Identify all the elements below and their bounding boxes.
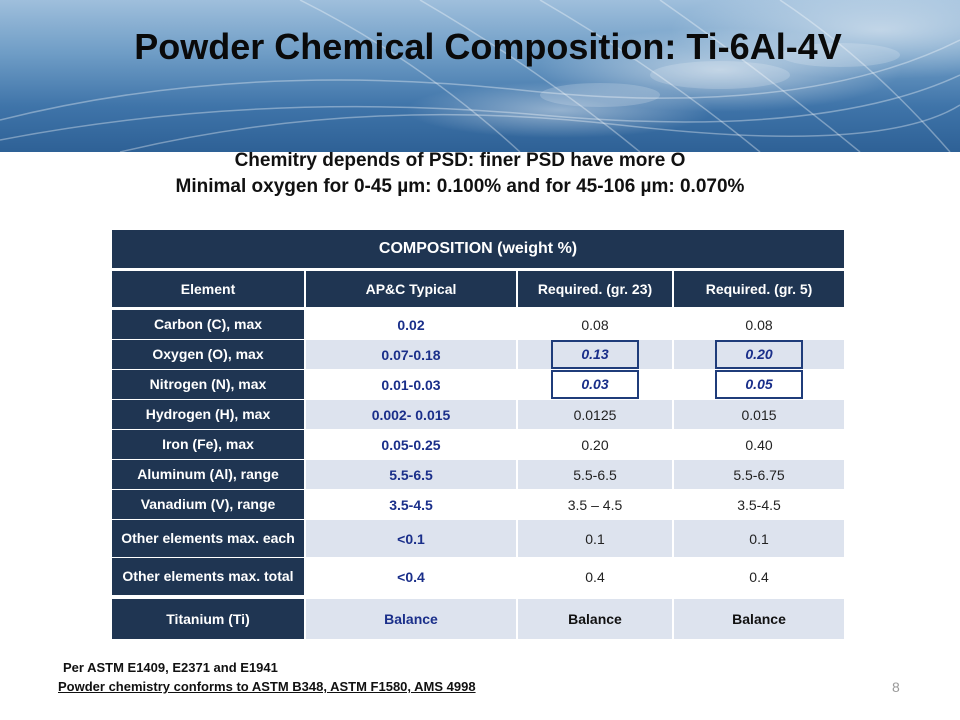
element-cell: Aluminum (Al), range bbox=[112, 460, 306, 490]
element-cell: Oxygen (O), max bbox=[112, 340, 306, 370]
gr23-cell: Balance bbox=[518, 596, 674, 640]
table-row: Carbon (C), max 0.02 0.08 0.08 bbox=[112, 310, 845, 340]
subtitle-line-2: Minimal oxygen for 0-45 µm: 0.100% and f… bbox=[175, 176, 745, 197]
banner-grid-pattern bbox=[0, 0, 960, 152]
gr23-cell: 0.13 bbox=[518, 340, 674, 370]
gr23-cell: 3.5 – 4.5 bbox=[518, 490, 674, 520]
table-row-titanium: Titanium (Ti) Balance Balance Balance bbox=[112, 596, 845, 640]
highlight-box: 0.20 bbox=[715, 340, 804, 369]
element-cell: Vanadium (V), range bbox=[112, 490, 306, 520]
gr5-cell: 3.5-4.5 bbox=[674, 490, 845, 520]
table-row: Other elements max. each <0.1 0.1 0.1 bbox=[112, 520, 845, 558]
gr5-cell: 0.4 bbox=[674, 558, 845, 596]
typical-cell: Balance bbox=[306, 596, 518, 640]
highlight-box: 0.13 bbox=[551, 340, 639, 369]
gr5-cell: 0.1 bbox=[674, 520, 845, 558]
element-cell: Hydrogen (H), max bbox=[112, 400, 306, 430]
gr5-cell: 0.08 bbox=[674, 310, 845, 340]
element-cell: Other elements max. total bbox=[112, 558, 306, 596]
typical-cell: 0.05-0.25 bbox=[306, 430, 518, 460]
table-row: Vanadium (V), range 3.5-4.5 3.5 – 4.5 3.… bbox=[112, 490, 845, 520]
gr5-cell: 5.5-6.75 bbox=[674, 460, 845, 490]
table-row: Aluminum (Al), range 5.5-6.5 5.5-6.5 5.5… bbox=[112, 460, 845, 490]
subtitle-line-1: Chemitry depends of PSD: finer PSD have … bbox=[234, 150, 686, 171]
table-row: Other elements max. total <0.4 0.4 0.4 bbox=[112, 558, 845, 596]
gr23-cell: 0.03 bbox=[518, 370, 674, 400]
gr23-cell: 0.20 bbox=[518, 430, 674, 460]
element-cell: Other elements max. each bbox=[112, 520, 306, 558]
gr5-cell: 0.40 bbox=[674, 430, 845, 460]
gr5-cell: Balance bbox=[674, 596, 845, 640]
conformance-note: Powder chemistry conforms to ASTM B348, … bbox=[58, 679, 476, 694]
column-header-gr5: Required. (gr. 5) bbox=[674, 271, 845, 310]
gr23-cell: 0.1 bbox=[518, 520, 674, 558]
highlight-box: 0.05 bbox=[715, 370, 804, 399]
typical-cell: 0.002- 0.015 bbox=[306, 400, 518, 430]
table-row: Nitrogen (N), max 0.01-0.03 0.03 0.05 bbox=[112, 370, 845, 400]
page-number: 8 bbox=[892, 679, 900, 695]
typical-cell: 0.01-0.03 bbox=[306, 370, 518, 400]
typical-cell: 0.02 bbox=[306, 310, 518, 340]
gr23-cell: 0.08 bbox=[518, 310, 674, 340]
gr23-cell: 0.4 bbox=[518, 558, 674, 596]
header-banner bbox=[0, 0, 960, 152]
element-cell: Iron (Fe), max bbox=[112, 430, 306, 460]
gr5-cell: 0.015 bbox=[674, 400, 845, 430]
typical-cell: 3.5-4.5 bbox=[306, 490, 518, 520]
astm-methods-note: Per ASTM E1409, E2371 and E1941 bbox=[63, 660, 278, 675]
table-row: Hydrogen (H), max 0.002- 0.015 0.0125 0.… bbox=[112, 400, 845, 430]
element-cell: Carbon (C), max bbox=[112, 310, 306, 340]
gr5-cell: 0.05 bbox=[674, 370, 845, 400]
column-header-gr23: Required. (gr. 23) bbox=[518, 271, 674, 310]
gr5-cell: 0.20 bbox=[674, 340, 845, 370]
typical-cell: 5.5-6.5 bbox=[306, 460, 518, 490]
gr23-cell: 0.0125 bbox=[518, 400, 674, 430]
table-caption: COMPOSITION (weight %) bbox=[112, 230, 845, 271]
element-cell: Titanium (Ti) bbox=[112, 596, 306, 640]
element-cell: Nitrogen (N), max bbox=[112, 370, 306, 400]
typical-cell: <0.4 bbox=[306, 558, 518, 596]
highlight-box: 0.03 bbox=[551, 370, 639, 399]
gr23-cell: 5.5-6.5 bbox=[518, 460, 674, 490]
table-row: Oxygen (O), max 0.07-0.18 0.13 0.20 bbox=[112, 340, 845, 370]
column-header-typical: AP&C Typical bbox=[306, 271, 518, 310]
slide-title: Powder Chemical Composition: Ti-6Al-4V bbox=[134, 26, 842, 67]
table-row: Iron (Fe), max 0.05-0.25 0.20 0.40 bbox=[112, 430, 845, 460]
typical-cell: 0.07-0.18 bbox=[306, 340, 518, 370]
typical-cell: <0.1 bbox=[306, 520, 518, 558]
column-header-element: Element bbox=[112, 271, 306, 310]
composition-table: COMPOSITION (weight %) Element AP&C Typi… bbox=[112, 230, 845, 640]
